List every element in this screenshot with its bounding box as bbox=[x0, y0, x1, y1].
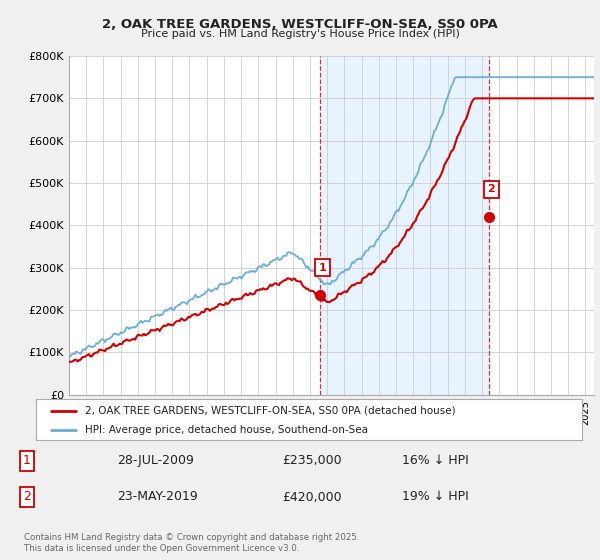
Text: Contains HM Land Registry data © Crown copyright and database right 2025.
This d: Contains HM Land Registry data © Crown c… bbox=[24, 533, 359, 553]
Text: 2, OAK TREE GARDENS, WESTCLIFF-ON-SEA, SS0 0PA (detached house): 2, OAK TREE GARDENS, WESTCLIFF-ON-SEA, S… bbox=[85, 405, 456, 416]
Text: 1: 1 bbox=[319, 263, 326, 273]
Text: 2: 2 bbox=[23, 491, 31, 503]
Text: £420,000: £420,000 bbox=[282, 491, 341, 503]
Text: 23-MAY-2019: 23-MAY-2019 bbox=[117, 491, 198, 503]
Text: £235,000: £235,000 bbox=[282, 454, 341, 468]
Text: 2: 2 bbox=[488, 184, 495, 194]
Text: 16% ↓ HPI: 16% ↓ HPI bbox=[402, 454, 469, 468]
Bar bbox=[320, 56, 489, 395]
Text: HPI: Average price, detached house, Southend-on-Sea: HPI: Average price, detached house, Sout… bbox=[85, 424, 368, 435]
Text: 2, OAK TREE GARDENS, WESTCLIFF-ON-SEA, SS0 0PA: 2, OAK TREE GARDENS, WESTCLIFF-ON-SEA, S… bbox=[102, 18, 498, 31]
Text: 1: 1 bbox=[23, 454, 31, 468]
Text: Price paid vs. HM Land Registry's House Price Index (HPI): Price paid vs. HM Land Registry's House … bbox=[140, 29, 460, 39]
Text: 19% ↓ HPI: 19% ↓ HPI bbox=[402, 491, 469, 503]
Text: 28-JUL-2009: 28-JUL-2009 bbox=[117, 454, 194, 468]
